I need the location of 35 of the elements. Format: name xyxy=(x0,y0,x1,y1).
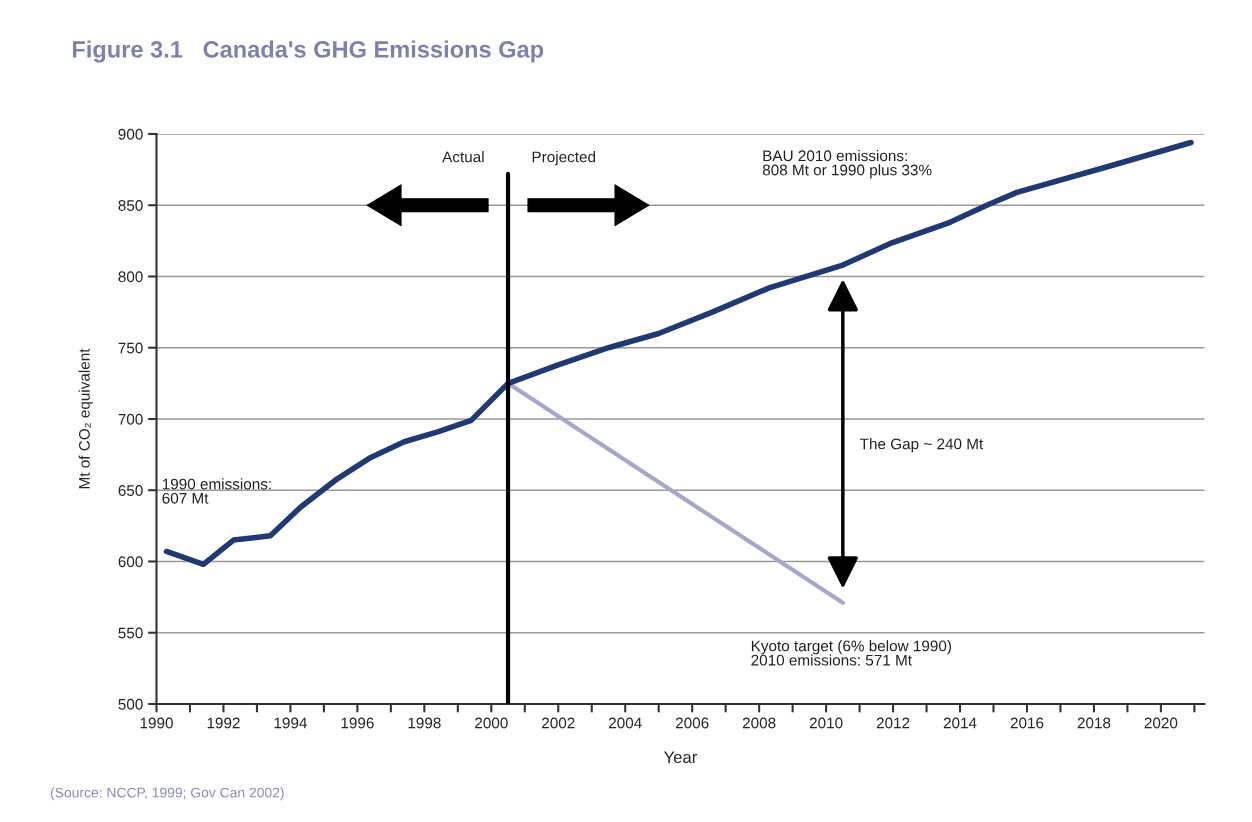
annotation: Projected xyxy=(532,151,596,166)
y-tick-label: 900 xyxy=(118,128,143,140)
x-tick-label: 2016 xyxy=(1010,717,1044,729)
x-tick-label: 2010 xyxy=(809,717,843,729)
x-tick-label: 2002 xyxy=(542,717,575,729)
x-tick-label: 1990 xyxy=(140,717,173,729)
annotation: The Gap ~ 240 Mt xyxy=(860,438,984,453)
x-tick-label: 2012 xyxy=(876,717,910,729)
chart-title: Figure 3.1 Canada's GHG Emissions Gap xyxy=(72,40,544,63)
x-axis-title: Year xyxy=(663,751,698,764)
x-tick-label: 2008 xyxy=(742,717,776,729)
annotation: Kyoto target (6% below 1990) 2010 emissions: 571 Mt xyxy=(751,640,951,666)
y-tick-label: 700 xyxy=(118,413,143,425)
x-tick-label: 1996 xyxy=(341,717,374,729)
y-tick-label: 800 xyxy=(118,271,143,283)
x-tick-label: 2018 xyxy=(1077,717,1111,729)
x-tick-label: 2004 xyxy=(609,717,642,729)
y-tick-label: 600 xyxy=(118,556,143,568)
x-tick-label: 1994 xyxy=(274,717,307,729)
annotation: 1990 emissions: 607 Mt xyxy=(162,478,271,504)
x-tick-label: 2014 xyxy=(943,717,977,729)
y-tick-label: 650 xyxy=(118,485,143,496)
text: (Source: NCCP, 1999; Gov Can 2002) xyxy=(50,787,284,801)
y-tick-label: 500 xyxy=(118,698,143,710)
x-tick-label: 1992 xyxy=(207,717,240,729)
x-tick-label: 2006 xyxy=(675,717,709,729)
y-tick-label: 550 xyxy=(118,627,143,639)
annotation: BAU 2010 emissions: 808 Mt or 1990 plus 33% xyxy=(762,149,932,179)
y-axis-title: Mt of CO₂ equivalent xyxy=(78,348,93,489)
y-tick-label: 850 xyxy=(118,200,143,211)
x-tick-label: 1998 xyxy=(408,717,441,729)
x-tick-label: 2000 xyxy=(475,717,508,729)
x-tick-label: 2020 xyxy=(1144,717,1178,729)
annotation: Actual xyxy=(442,151,484,163)
y-tick-label: 750 xyxy=(118,342,143,354)
